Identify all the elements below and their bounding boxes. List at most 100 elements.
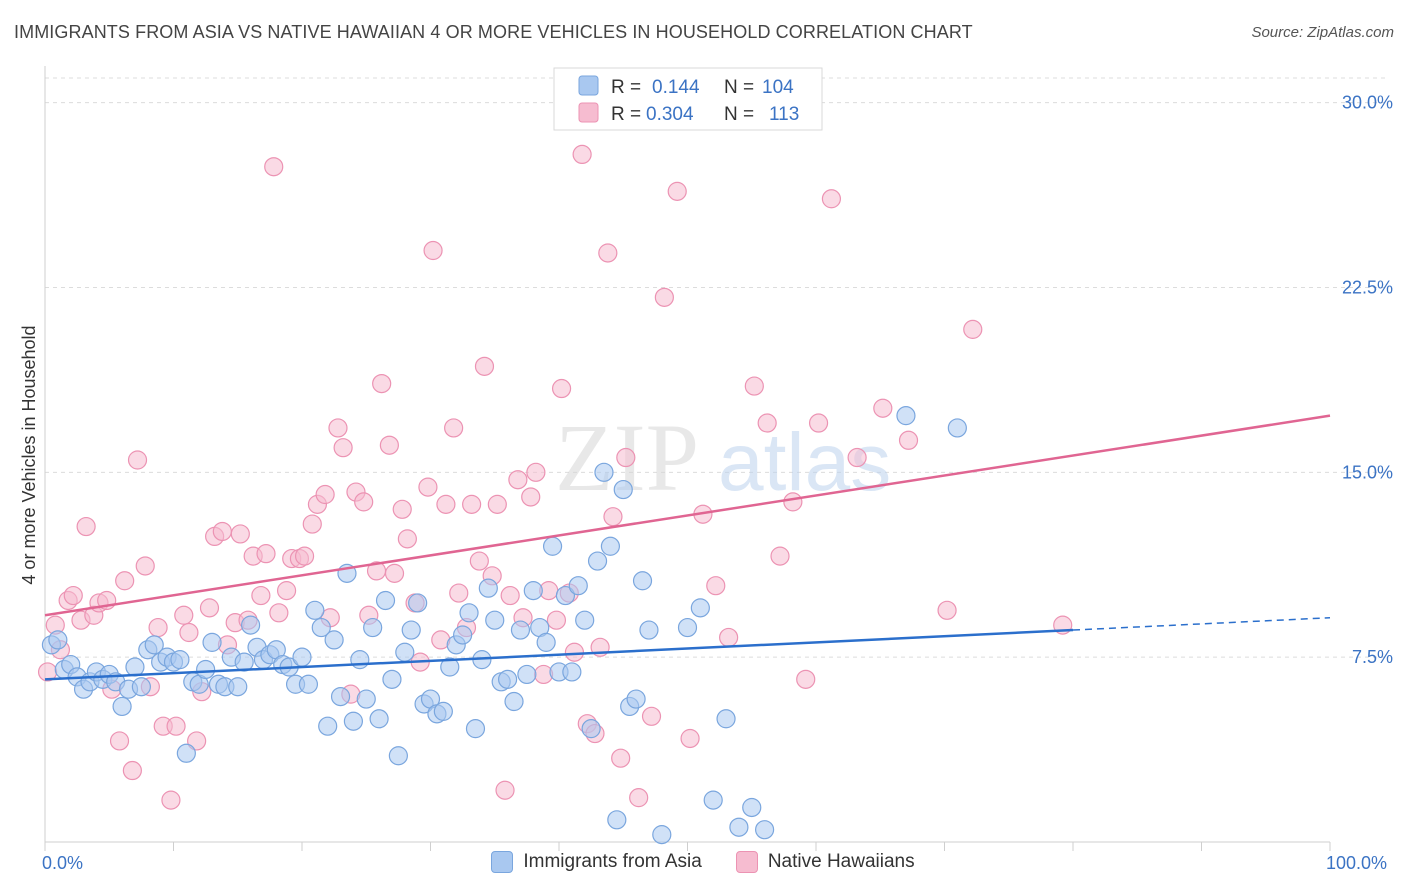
data-point-native-hawaiians xyxy=(641,706,662,726)
data-point-immigrants-from-asia xyxy=(498,669,518,689)
data-point-immigrants-from-asia xyxy=(388,746,408,766)
chart-title: IMMIGRANTS FROM ASIA VS NATIVE HAWAIIAN … xyxy=(14,22,973,42)
data-point-native-hawaiians xyxy=(462,494,482,514)
data-point-immigrants-from-asia xyxy=(562,662,582,682)
data-point-native-hawaiians xyxy=(127,450,148,470)
data-point-native-hawaiians xyxy=(667,181,687,201)
data-point-native-hawaiians xyxy=(719,627,739,648)
data-point-immigrants-from-asia xyxy=(170,650,190,670)
data-point-native-hawaiians xyxy=(937,600,957,620)
data-point-native-hawaiians xyxy=(315,484,335,505)
trend-line-extension xyxy=(1072,616,1331,631)
legend-n-value: 113 xyxy=(769,104,799,125)
data-point-native-hawaiians xyxy=(757,413,777,433)
data-point-immigrants-from-asia xyxy=(131,677,151,697)
data-point-immigrants-from-asia xyxy=(485,610,505,630)
gridlines xyxy=(45,77,1388,658)
data-point-immigrants-from-asia xyxy=(536,632,556,652)
y-tick-label: 7.5% xyxy=(1352,647,1393,667)
data-point-immigrants-from-asia xyxy=(196,659,216,680)
data-point-native-hawaiians xyxy=(821,189,842,209)
data-point-immigrants-from-asia xyxy=(350,650,370,670)
data-point-immigrants-from-asia xyxy=(677,617,698,638)
data-point-immigrants-from-asia xyxy=(626,689,646,709)
data-point-immigrants-from-asia xyxy=(176,743,196,763)
data-point-immigrants-from-asia xyxy=(234,652,254,672)
data-point-native-hawaiians xyxy=(783,492,803,512)
legend-item-native-hawaiians: Native Hawaiians xyxy=(735,851,915,873)
data-point-native-hawaiians xyxy=(551,378,572,399)
data-point-native-hawaiians xyxy=(174,605,194,625)
data-point-native-hawaiians xyxy=(500,585,520,606)
source-credit: Source: ZipAtlas.com xyxy=(1251,24,1394,41)
data-point-native-hawaiians xyxy=(706,576,726,596)
data-point-native-hawaiians xyxy=(526,462,546,482)
data-point-native-hawaiians xyxy=(654,287,674,307)
data-point-immigrants-from-asia xyxy=(896,406,916,426)
data-point-immigrants-from-asia xyxy=(632,571,653,591)
legend-bottom: Immigrants from Asia Native Hawaiians xyxy=(0,851,1406,873)
data-point-immigrants-from-asia xyxy=(754,820,775,840)
data-point-native-hawaiians xyxy=(379,435,399,455)
data-point-native-hawaiians xyxy=(109,731,130,751)
data-point-immigrants-from-asia xyxy=(555,585,576,606)
legend-swatch-pink xyxy=(735,851,758,873)
data-point-native-hawaiians xyxy=(963,319,983,339)
data-point-native-hawaiians xyxy=(449,583,469,603)
legend-label: Native Hawaiians xyxy=(767,851,915,872)
data-point-native-hawaiians xyxy=(521,487,541,507)
data-point-native-hawaiians xyxy=(898,430,919,450)
data-point-immigrants-from-asia xyxy=(112,696,132,717)
data-point-immigrants-from-asia xyxy=(742,797,762,818)
data-point-immigrants-from-asia xyxy=(382,669,402,689)
data-point-native-hawaiians xyxy=(572,144,592,164)
data-point-native-hawaiians xyxy=(63,585,83,606)
data-point-immigrants-from-asia xyxy=(369,709,389,729)
data-point-native-hawaiians xyxy=(251,585,271,606)
data-point-immigrants-from-asia xyxy=(523,581,543,601)
data-point-immigrants-from-asia xyxy=(453,625,473,645)
data-point-native-hawaiians xyxy=(487,494,507,514)
legend-n-label: N = xyxy=(724,77,754,98)
data-point-native-hawaiians xyxy=(508,470,528,490)
legend-r-label: R = xyxy=(611,77,641,98)
data-point-native-hawaiians xyxy=(256,544,276,564)
data-point-immigrants-from-asia xyxy=(478,578,498,598)
data-point-native-hawaiians xyxy=(495,780,515,800)
data-point-native-hawaiians xyxy=(744,376,764,396)
legend-n-value: 104 xyxy=(762,77,794,98)
data-point-immigrants-from-asia xyxy=(433,701,453,721)
data-point-immigrants-from-asia xyxy=(542,536,563,556)
data-point-immigrants-from-asia xyxy=(639,620,659,640)
data-point-immigrants-from-asia xyxy=(125,657,145,677)
data-point-native-hawaiians xyxy=(598,243,618,263)
legend-n-label: N = xyxy=(724,104,754,125)
data-point-native-hawaiians xyxy=(122,760,142,781)
data-point-native-hawaiians xyxy=(148,617,168,638)
y-tick-labels: 7.5% 15.0% 22.5% 30.0% xyxy=(1342,93,1393,668)
data-point-native-hawaiians xyxy=(444,418,464,438)
data-point-immigrants-from-asia xyxy=(228,677,248,697)
data-point-native-hawaiians xyxy=(328,418,348,438)
data-point-immigrants-from-asia xyxy=(568,576,588,596)
y-tick-label: 15.0% xyxy=(1342,462,1393,482)
data-point-native-hawaiians xyxy=(474,356,495,376)
data-point-immigrants-from-asia xyxy=(144,635,164,655)
data-point-immigrants-from-asia xyxy=(517,664,537,685)
data-point-native-hawaiians xyxy=(564,642,585,662)
data-point-native-hawaiians xyxy=(873,398,893,418)
trend-line-native-hawaiians xyxy=(44,414,1331,617)
data-point-native-hawaiians xyxy=(333,438,353,458)
data-point-native-hawaiians xyxy=(397,529,417,549)
data-point-immigrants-from-asia xyxy=(613,479,633,500)
series-immigrants-from-asia xyxy=(41,406,967,845)
data-point-native-hawaiians xyxy=(384,563,405,583)
data-point-immigrants-from-asia xyxy=(581,719,601,739)
data-point-native-hawaiians xyxy=(276,581,297,601)
data-point-immigrants-from-asia xyxy=(587,551,608,571)
data-point-immigrants-from-asia xyxy=(594,462,614,482)
legend-swatch-blue xyxy=(578,75,599,96)
data-point-immigrants-from-asia xyxy=(716,709,736,729)
data-point-native-hawaiians xyxy=(611,748,631,768)
